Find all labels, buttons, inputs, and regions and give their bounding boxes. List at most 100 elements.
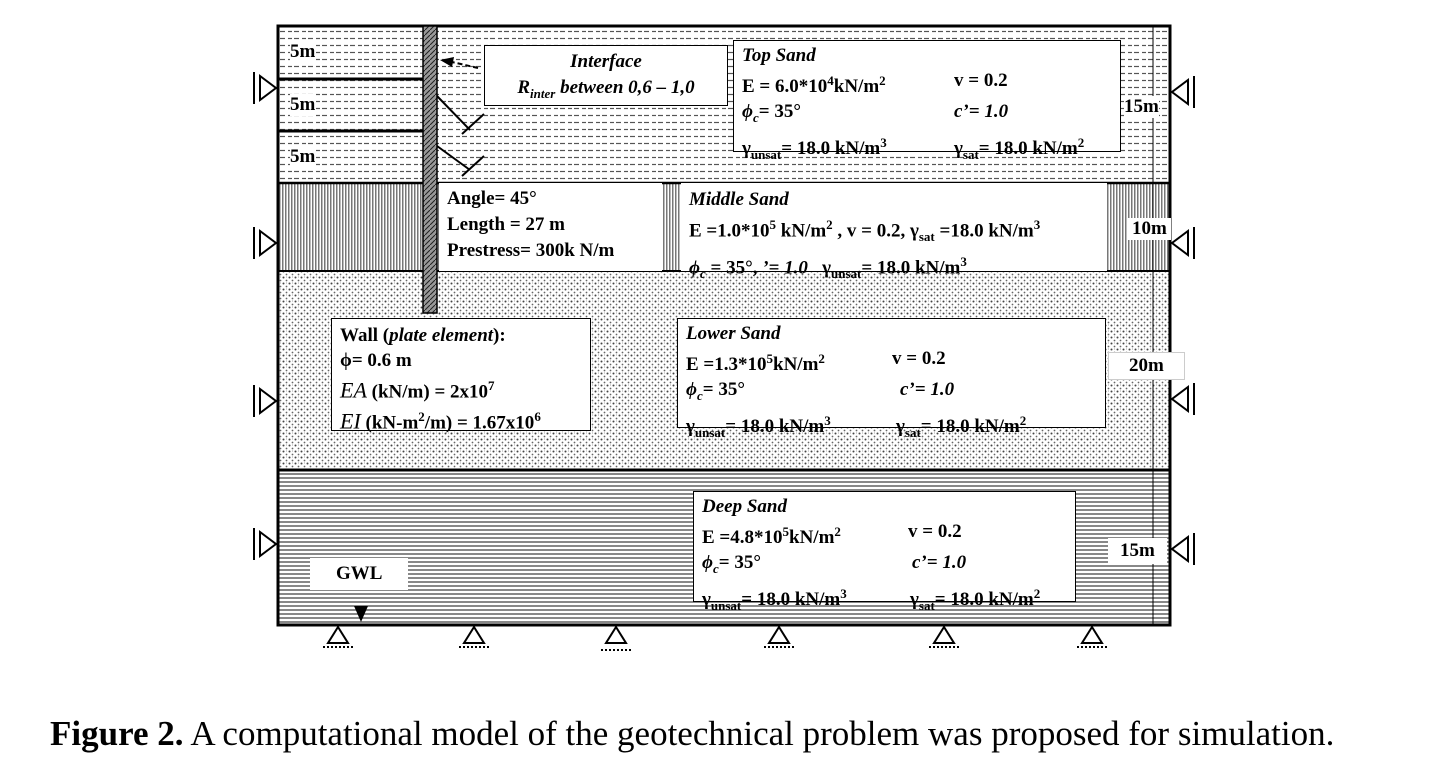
deep-sand-gsat: γ	[910, 589, 919, 611]
anchor-prestress: Prestress= 300k N/m	[447, 240, 615, 261]
deep-sand-c: c’= 1.0	[912, 552, 967, 574]
deep-sand-gsat-exp: 2	[1033, 586, 1041, 602]
top-sand-phi-val: = 35°	[758, 101, 801, 123]
top-sand-phi-sub: c	[753, 110, 759, 126]
lower-sand-v: v = 0.2	[892, 348, 946, 369]
lower-sand-e-exp: 5	[766, 351, 774, 366]
deep-sand-v: v = 0.2	[908, 521, 962, 542]
right-roller-support	[1170, 533, 1195, 565]
lower-sand-e: E =1.3*10	[686, 354, 767, 376]
anchor-angle: Angle= 45°	[447, 188, 537, 209]
wall-ei-exp-2: 6	[534, 409, 541, 425]
middle-sand-gsat-sub: sat	[918, 229, 935, 245]
wall-box: Wall (plate element): ϕ= 0.6 m EA (kN/m)…	[331, 318, 591, 434]
anchor-1	[436, 95, 485, 135]
layer-thickness-middle: 10m	[1128, 218, 1171, 240]
interface-r-label: R	[517, 77, 531, 98]
middle-sand-gunsat-sub: unsat	[831, 266, 862, 282]
right-roller-support	[1170, 383, 1195, 415]
deep-sand-e-exp: 5	[782, 524, 790, 539]
middle-sand-v-gsat: , v = 0.2, γ	[832, 220, 919, 242]
caption-text: A computational model of the geotechnica…	[183, 714, 1335, 753]
lower-sand-e-unit-exp: 2	[818, 351, 825, 366]
retaining-wall	[422, 25, 438, 314]
interface-arrow	[440, 57, 479, 69]
wall-ea-symbol: EA	[340, 377, 367, 403]
deep-sand-box: Deep Sand E =4.8*105 kN/m2 v = 0.2 ϕc = 3…	[693, 491, 1076, 613]
top-sand-gunsat-exp: 3	[880, 135, 887, 151]
top-sand-phi: ϕ	[742, 101, 753, 123]
lower-sand-gsat-val: = 18.0 kN/m	[920, 416, 1020, 438]
wall-ei-value-2: /m) = 1.67x10	[424, 412, 535, 434]
wall-ea-value: (kN/m) = 2x10	[366, 381, 489, 403]
lower-sand-gunsat-val: = 18.0 kN/m	[725, 416, 825, 438]
wall-title-a: Wall (	[340, 325, 390, 346]
deep-sand-gsat-val: = 18.0 kN/m	[934, 589, 1034, 611]
lower-sand-gunsat-exp: 3	[824, 413, 831, 429]
bottom-pin-support	[459, 625, 489, 648]
lower-sand-box: Lower Sand E =1.3*105 kN/m2 v = 0.2 ϕc = …	[677, 318, 1106, 440]
layer-thickness-top: 15m	[1124, 96, 1159, 118]
deep-sand-title: Deep Sand	[702, 496, 787, 517]
layer-thickness-deep: 15m	[1108, 538, 1167, 564]
interface-r-sub: inter	[530, 85, 556, 101]
top-sand-gsat-val: = 18.0 kN/m	[978, 138, 1078, 160]
left-roller-support	[253, 72, 278, 104]
middle-sand-gsat-val: =18.0 kN/m	[934, 220, 1034, 242]
middle-sand-e: E =1.0*10	[689, 220, 770, 242]
top-sand-c: c’= 1.0	[954, 101, 1009, 123]
layer-thickness-lower: 20m	[1108, 352, 1185, 380]
middle-sand-title: Middle Sand	[689, 189, 789, 210]
deep-sand-gunsat-sub: unsat	[710, 598, 742, 614]
wall-phi: ϕ= 0.6 m	[340, 350, 412, 371]
wall-ea-exp: 7	[488, 378, 495, 393]
middle-sand-gunsat-exp: 3	[960, 254, 967, 270]
wall-title-italic: plate element	[389, 325, 494, 346]
wall-title-b: ):	[493, 325, 506, 346]
middle-sand-c: ’= 1.0	[762, 257, 808, 279]
wall-ei-exp: 2	[418, 409, 425, 425]
top-sand-e-unit: kN/m	[833, 76, 880, 98]
lower-sand-e-unit: kN/m	[773, 354, 819, 376]
lower-sand-phi-val: = 35°	[702, 379, 745, 401]
depth-label-3: 5m	[290, 146, 316, 168]
top-sand-gsat-exp: 2	[1077, 135, 1085, 151]
depth-label-1: 5m	[290, 41, 316, 63]
interface-box: Interface Rinter between 0,6 – 1,0	[484, 45, 728, 106]
right-roller-support	[1170, 76, 1195, 108]
right-roller-support	[1170, 227, 1195, 259]
middle-sand-gunsat: γ	[807, 257, 832, 279]
lower-sand-gsat: γ	[896, 416, 905, 438]
deep-sand-phi-sub: c	[713, 561, 719, 577]
lower-sand-gunsat-sub: unsat	[694, 425, 726, 441]
bottom-pin-support	[1077, 625, 1107, 648]
top-sand-gunsat-sub: unsat	[750, 147, 782, 163]
gwl-label: GWL	[310, 558, 409, 590]
deep-sand-e-unit-exp: 2	[834, 524, 841, 539]
top-sand-gunsat: γ	[742, 138, 751, 160]
middle-sand-phi: ϕ	[689, 257, 700, 279]
middle-sand-e-exp: 5	[769, 217, 777, 232]
caption-label: Figure 2.	[50, 714, 184, 753]
left-roller-support	[253, 528, 278, 560]
lower-sand-phi: ϕ	[686, 379, 697, 401]
top-sand-e: E = 6.0*10	[742, 76, 828, 98]
middle-sand-phi-sub: c	[700, 266, 706, 282]
deep-sand-gunsat-val: = 18.0 kN/m	[741, 589, 841, 611]
wall-ei-value: (kN-m	[360, 412, 419, 434]
interface-title: Interface	[570, 51, 642, 72]
bottom-pin-support	[929, 625, 959, 648]
top-sand-e-unit-exp: 2	[879, 73, 886, 88]
top-sand-gunsat-val: = 18.0 kN/m	[781, 138, 881, 160]
top-sand-title: Top Sand	[742, 45, 816, 66]
deep-sand-e: E =4.8*10	[702, 527, 783, 549]
bottom-pin-support	[764, 625, 794, 648]
wall-ei-symbol: EI	[340, 408, 361, 434]
deep-sand-e-unit: kN/m	[789, 527, 835, 549]
middle-sand-gsat-exp: 3	[1033, 217, 1041, 232]
left-roller-support	[253, 227, 278, 259]
middle-sand-e-unit-exp: 2	[826, 217, 833, 232]
middle-sand-gunsat-val: = 18.0 kN/m	[861, 257, 961, 279]
dimension-line	[1148, 25, 1158, 626]
gwl-marker	[354, 606, 368, 622]
